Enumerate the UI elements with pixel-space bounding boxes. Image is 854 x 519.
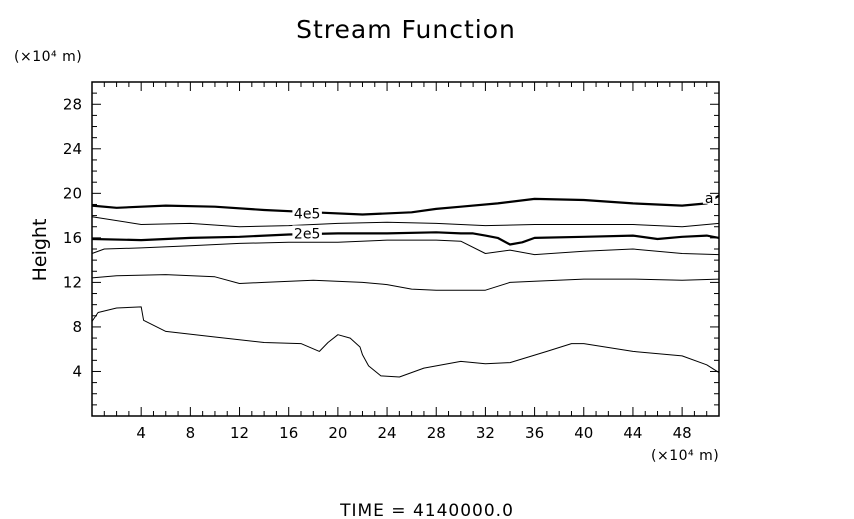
x-tick-label: 8: [186, 424, 196, 442]
x-tick-label: 44: [623, 424, 642, 442]
y-tick-label: 24: [63, 140, 82, 158]
y-tick-label: 20: [63, 184, 82, 202]
contour-line-6: [91, 306, 720, 378]
contour-line-3: [91, 231, 720, 246]
y-tick-label: 8: [72, 318, 82, 336]
contour-label-3: a: [705, 191, 714, 207]
y-tick-label: 12: [63, 273, 82, 291]
contour-label-1: 4e5: [294, 206, 320, 222]
y-axis-label: Height: [29, 219, 51, 282]
x-tick-label: 40: [574, 424, 593, 442]
x-tick-label: 20: [328, 424, 347, 442]
y-tick-label: 16: [63, 229, 82, 247]
contour-line-5: [91, 274, 720, 291]
y-unit-label: (×10⁴ m): [14, 49, 82, 65]
contour-label-2: 2e5: [294, 226, 320, 242]
contour-line-2: [91, 216, 720, 228]
contour-line-4: [91, 239, 720, 256]
contour-labels: 4e5 2e5 a: [292, 189, 716, 242]
x-tick-label: 12: [230, 424, 249, 442]
y-tick-label: 28: [63, 95, 82, 113]
x-tick-label: 32: [476, 424, 495, 442]
x-tick-label: 24: [378, 424, 397, 442]
plot-frame: [91, 81, 720, 417]
axis-ticks: [92, 82, 719, 416]
contour-label-bg-2: [292, 225, 322, 240]
x-tick-label: 48: [673, 424, 692, 442]
time-label: TIME = 4140000.0: [339, 501, 514, 519]
chart-title: Stream Function: [296, 15, 516, 44]
x-tick-label: 36: [525, 424, 544, 442]
x-unit-label: (×10⁴ m): [651, 448, 719, 464]
x-tick-label: 16: [279, 424, 298, 442]
y-tick-label: 4: [72, 362, 82, 380]
contour-label-bg-1: [292, 205, 322, 220]
contour-lines: [91, 194, 720, 378]
x-tick-label: 4: [136, 424, 146, 442]
x-tick-label: 28: [427, 424, 446, 442]
contour-line-1: [91, 194, 720, 216]
